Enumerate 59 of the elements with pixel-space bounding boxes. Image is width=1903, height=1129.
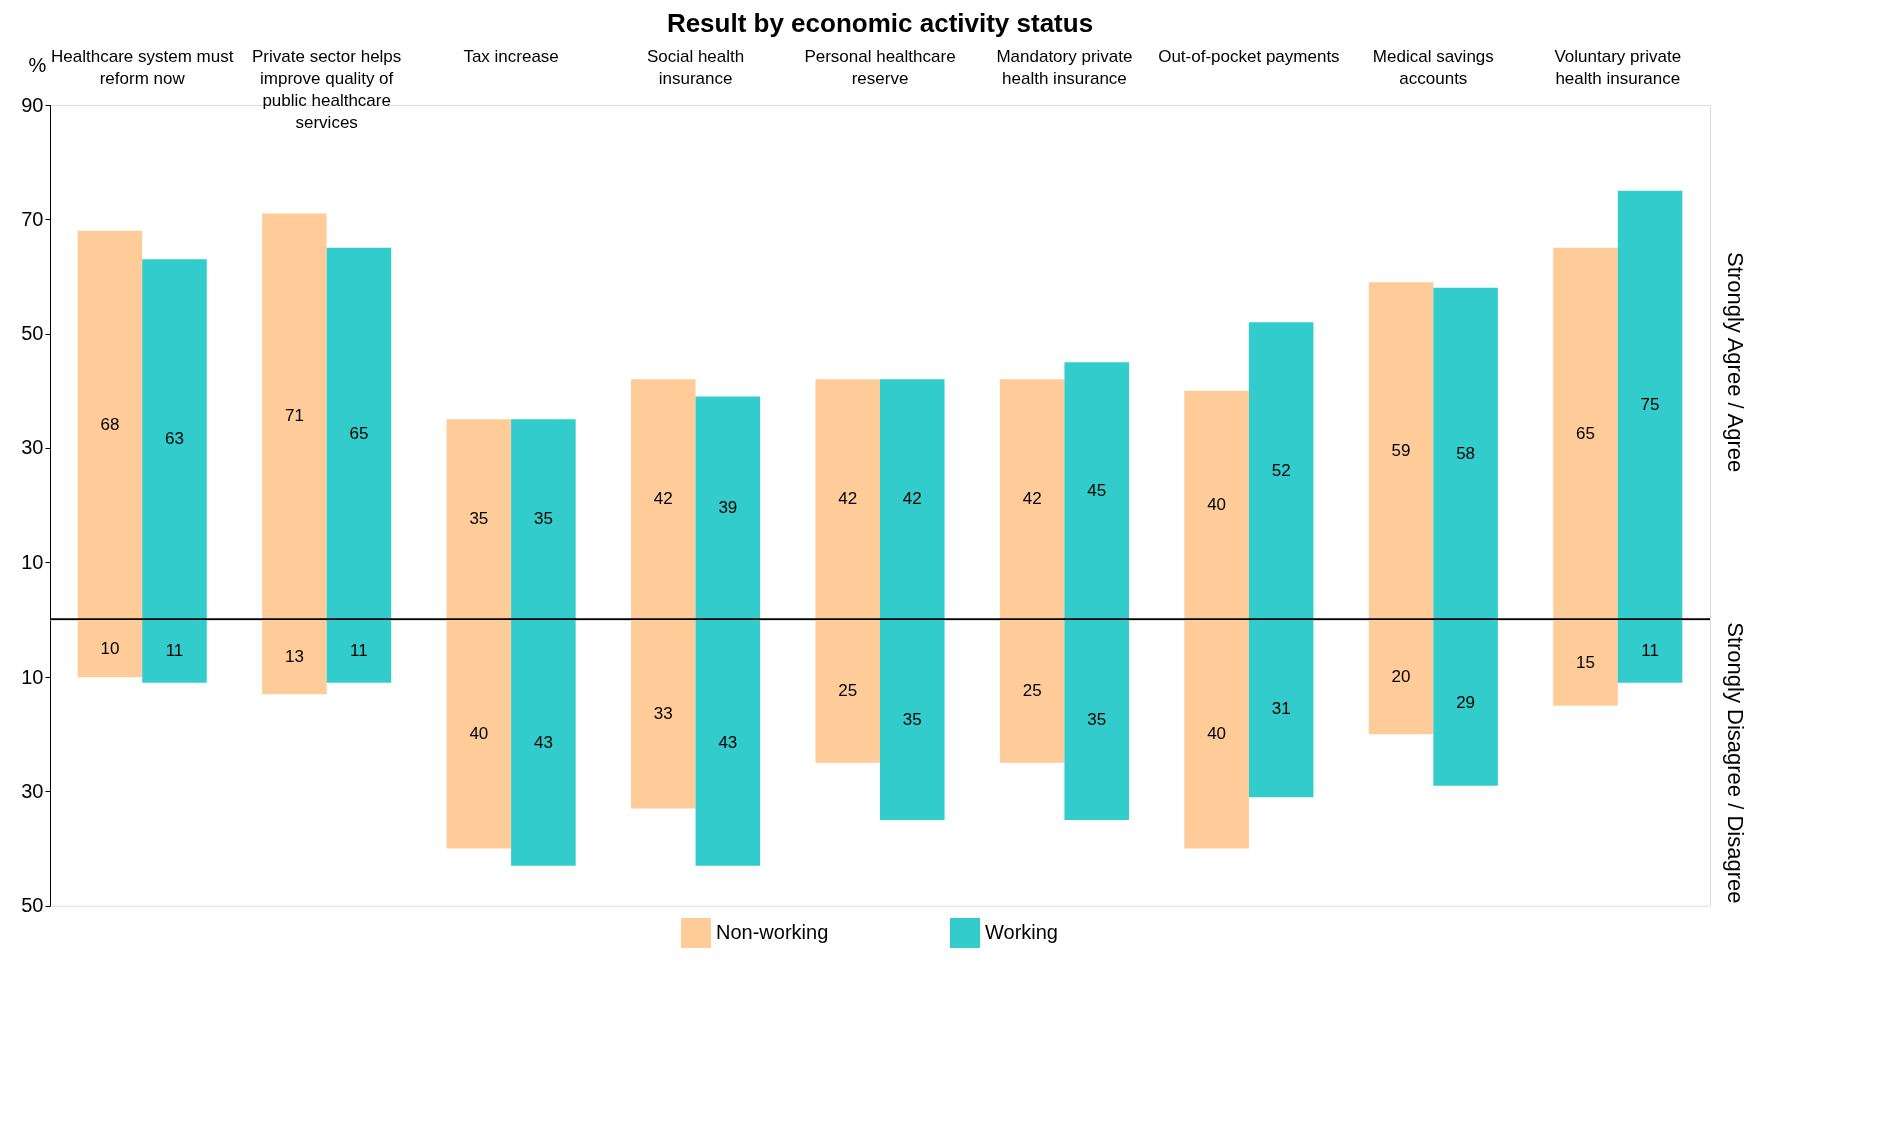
data-label: 11 — [165, 641, 184, 661]
x-tick-label: Healthcare system must reform now — [51, 46, 234, 88]
x-tick-label: Voluntary private health insurance — [1554, 46, 1682, 88]
y-tick-label: 50 — [21, 322, 44, 345]
x-tick-label: Medical savings accounts — [1372, 46, 1494, 88]
data-label: 25 — [1022, 681, 1042, 701]
y-tick-label: 10 — [21, 665, 44, 688]
data-label: 35 — [1087, 710, 1107, 729]
data-label: 42 — [902, 489, 922, 509]
y-tick-label: 10 — [21, 550, 44, 573]
data-label: 52 — [1271, 460, 1291, 480]
y-tick-label: 70 — [21, 207, 44, 230]
chart-title: Result by economic activity status — [666, 8, 1094, 38]
y-tick-label: 30 — [21, 779, 44, 802]
data-label: 59 — [1391, 440, 1411, 460]
x-tick-label: Tax increase — [463, 46, 559, 66]
x-tick-label: Social health insurance — [646, 46, 745, 88]
data-label: 10 — [100, 638, 120, 658]
data-label: 40 — [1207, 495, 1227, 514]
data-label: 15 — [1576, 652, 1595, 672]
data-label: 45 — [1087, 480, 1107, 500]
legend-label: Non-working — [716, 921, 829, 943]
text: Strongly Disagree / Disagree — [1723, 622, 1748, 904]
y-tick-label: 90 — [21, 93, 44, 116]
data-label: 13 — [284, 647, 304, 667]
y-axis-title: % — [28, 53, 47, 76]
data-label: 43 — [533, 732, 553, 752]
data-label: 71 — [284, 406, 304, 426]
data-label: 40 — [1207, 724, 1227, 744]
y-tick-label: 50 — [21, 894, 44, 917]
data-label: 40 — [469, 724, 489, 744]
data-label: 25 — [838, 681, 858, 701]
data-label: 65 — [1576, 423, 1595, 443]
data-label: 68 — [100, 415, 120, 434]
data-label: 31 — [1271, 698, 1291, 718]
data-label: 42 — [653, 489, 673, 509]
data-label: 43 — [718, 732, 738, 752]
data-label: 29 — [1456, 692, 1476, 712]
x-tick-label: Personal healthcare reserve — [804, 46, 956, 88]
data-label: 65 — [349, 423, 369, 443]
x-tick-label: Mandatory private health insurance — [996, 46, 1133, 88]
data-label: 39 — [718, 497, 738, 517]
data-label: 11 — [350, 641, 368, 661]
y-tick-label: 30 — [21, 436, 44, 459]
data-label: 35 — [902, 710, 922, 729]
legend-label: Working — [985, 921, 1058, 943]
data-label: 35 — [533, 509, 553, 529]
data-label: 58 — [1456, 443, 1476, 463]
data-label: 42 — [838, 489, 858, 509]
data-label: 33 — [653, 704, 673, 724]
x-tick-label: Out-of-pocket payments — [1158, 46, 1340, 66]
data-label: 75 — [1640, 395, 1660, 414]
data-label: 20 — [1391, 667, 1411, 687]
x-tick-label: Private sector helps improve quality of public healthcare services — [252, 46, 402, 132]
data-label: 11 — [1641, 641, 1659, 661]
data-label: 35 — [469, 509, 489, 529]
data-label: 63 — [165, 429, 184, 449]
data-label: 42 — [1022, 489, 1042, 509]
text: Strongly Agree / Agree — [1723, 252, 1748, 473]
